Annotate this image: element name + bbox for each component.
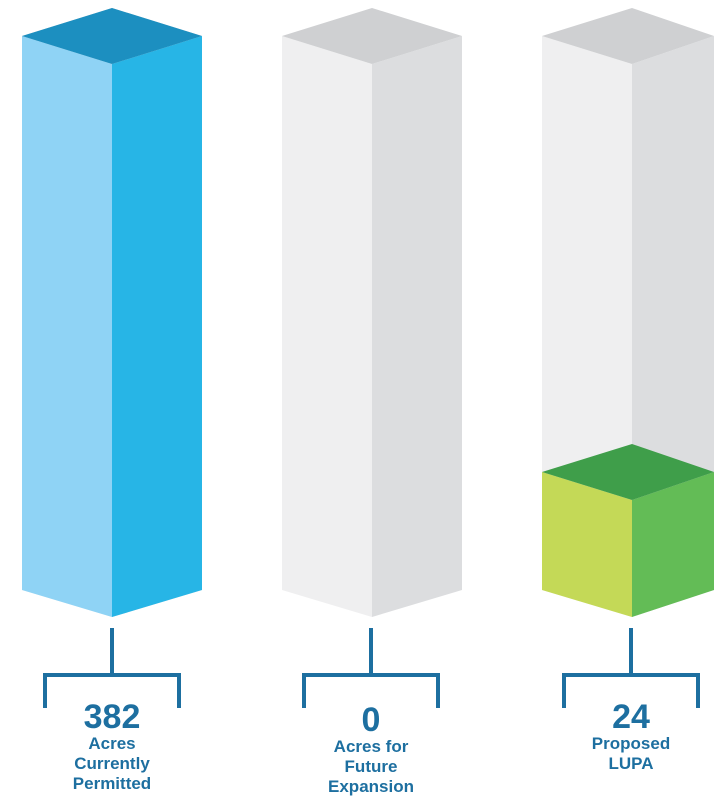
bar-3 [542,444,714,617]
value-label-3: 24 [612,698,650,736]
label-group-1: 382 Acres Currently Permitted [2,700,222,794]
bracket-line-1 [43,628,181,708]
bar-2-background-left-face [282,36,372,617]
category-label-3-line-1: Proposed [591,734,671,753]
bar-3-left-face [542,472,632,617]
bracket-line-2 [302,628,440,708]
category-label-1-line-3: Permitted [72,774,152,793]
bar-2-background-top-face [282,8,462,64]
bar-1 [22,8,202,617]
bracket-2 [302,628,440,708]
value-label-1: 382 [83,698,141,736]
bar-1-left-face [22,36,112,617]
brackets-layer [43,628,700,708]
bar-3-background-top-face [542,8,714,64]
bar-3-top-face [542,444,714,500]
bracket-line-3 [562,628,700,708]
bar-2-background-right-face [372,36,462,617]
bar-1-top-face [22,8,202,64]
bracket-1 [43,628,181,708]
category-label-3-line-2: LUPA [608,754,654,773]
label-group-3: 24 Proposed LUPA [521,700,714,774]
category-label-1-line-2: Currently [74,754,150,773]
label-group-2: 0 Acres for Future Expansion [261,703,481,797]
category-label-2-line-3: Expansion [328,777,414,796]
category-label-2-line-1: Acres for [333,737,409,756]
bar-2-background [282,8,462,617]
bracket-3 [562,628,700,708]
bar-3-right-face [632,472,714,617]
bars-layer [22,8,714,617]
category-label-2-line-2: Future [344,757,398,776]
value-label-2: 0 [361,701,381,739]
category-label-1-line-1: Acres [88,734,136,753]
bar-1-right-face [112,36,202,617]
